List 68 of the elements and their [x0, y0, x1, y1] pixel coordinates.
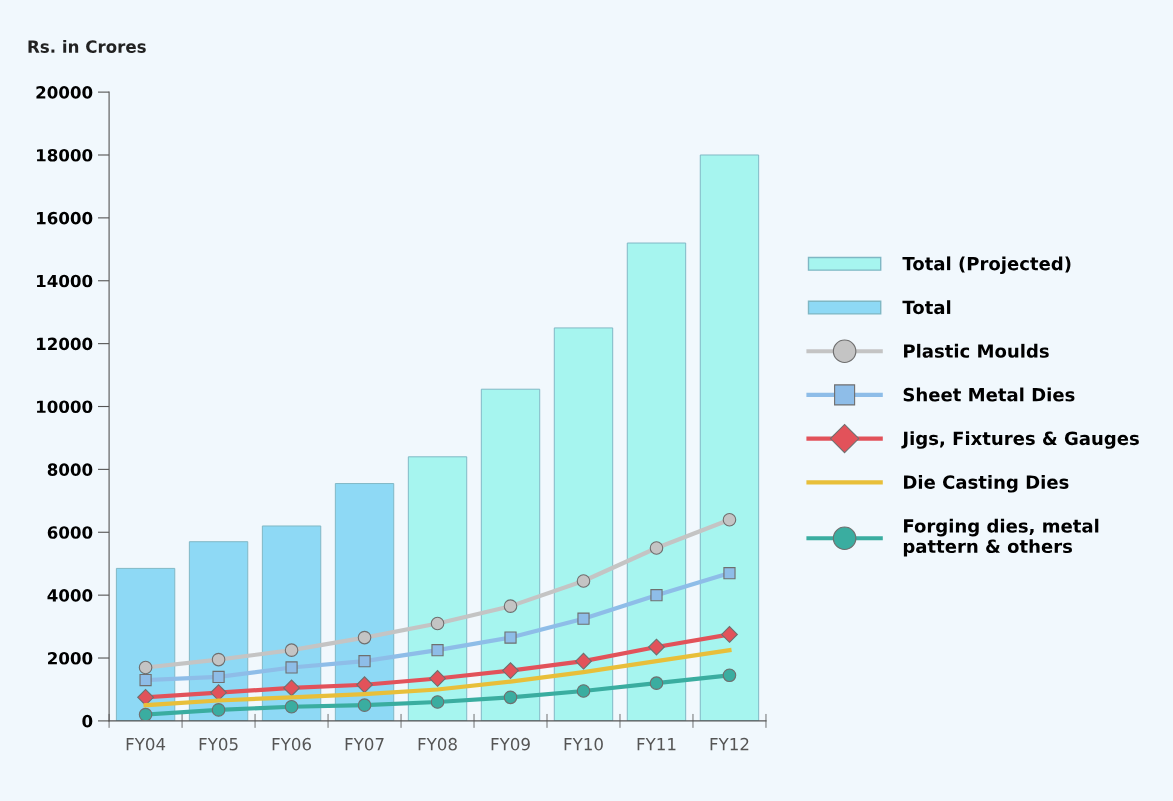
- y-tick-label: 14000: [37, 274, 93, 288]
- x-tick-label: FY09: [491, 737, 530, 751]
- y-tick-label: 8000: [47, 463, 93, 476]
- point: [577, 612, 590, 625]
- point: [283, 679, 300, 697]
- x-tick-label: FY12: [710, 737, 749, 751]
- legend-label: Jigs, Fixtures & Gauges: [901, 431, 1139, 449]
- point: [430, 616, 445, 631]
- point: [356, 676, 373, 694]
- y-tick-label: 12000: [37, 337, 93, 351]
- legend-label: Sheet Metal Dies: [903, 387, 1075, 402]
- point: [504, 631, 517, 644]
- point: [358, 655, 371, 668]
- y-tick-label: 6000: [47, 526, 93, 539]
- point: [139, 673, 152, 687]
- point: [429, 670, 446, 687]
- point: [649, 676, 664, 690]
- y-tick-label: 18000: [37, 148, 93, 162]
- point: [284, 643, 299, 657]
- y-tick-label: 0: [82, 714, 93, 728]
- point: [648, 638, 665, 656]
- point: [649, 541, 664, 555]
- point: [722, 668, 737, 683]
- y-tick-label: 2000: [48, 651, 93, 665]
- x-tick-label: FY11: [637, 738, 676, 751]
- point: [575, 652, 592, 670]
- x-tick-label: FY08: [418, 737, 457, 751]
- legend-label: Die Casting Dies: [904, 474, 1069, 493]
- point: [503, 690, 518, 705]
- point: [138, 660, 153, 675]
- y-tick-label: 20000: [36, 86, 93, 99]
- point: [211, 703, 226, 717]
- y-tick-label: 10000: [37, 400, 93, 414]
- point: [357, 630, 372, 645]
- point: [138, 707, 153, 721]
- point: [576, 574, 591, 588]
- legend-label: Forging dies, metal pattern & others: [903, 518, 1099, 557]
- bar: [480, 388, 541, 721]
- point: [284, 699, 299, 714]
- point: [137, 688, 154, 706]
- y-axis-title: Rs. in Crores: [28, 39, 146, 53]
- x-tick-label: FY10: [564, 737, 603, 751]
- x-tick-label: FY05: [199, 737, 238, 751]
- point: [212, 670, 225, 683]
- point: [285, 661, 298, 674]
- point: [431, 644, 444, 657]
- legend-label: Total: [902, 300, 951, 315]
- y-tick-label: 4000: [47, 589, 93, 602]
- point: [721, 626, 738, 643]
- bar: [407, 456, 468, 721]
- x-tick-label: FY06: [272, 737, 311, 751]
- point: [576, 684, 591, 698]
- point: [650, 589, 663, 602]
- point: [723, 567, 736, 580]
- bar: [699, 154, 760, 721]
- point: [211, 652, 226, 667]
- point: [357, 698, 372, 712]
- point: [503, 599, 518, 613]
- point: [502, 662, 519, 680]
- point: [722, 512, 737, 527]
- x-tick-label: FY07: [345, 737, 384, 751]
- legend-label: Plastic Moulds: [904, 343, 1049, 358]
- legend-label: Total (Projected): [902, 256, 1071, 275]
- x-tick-label: FY04: [126, 737, 166, 751]
- y-tick-label: 16000: [37, 211, 93, 225]
- point: [430, 695, 445, 709]
- bar: [626, 242, 687, 721]
- bar: [553, 327, 614, 721]
